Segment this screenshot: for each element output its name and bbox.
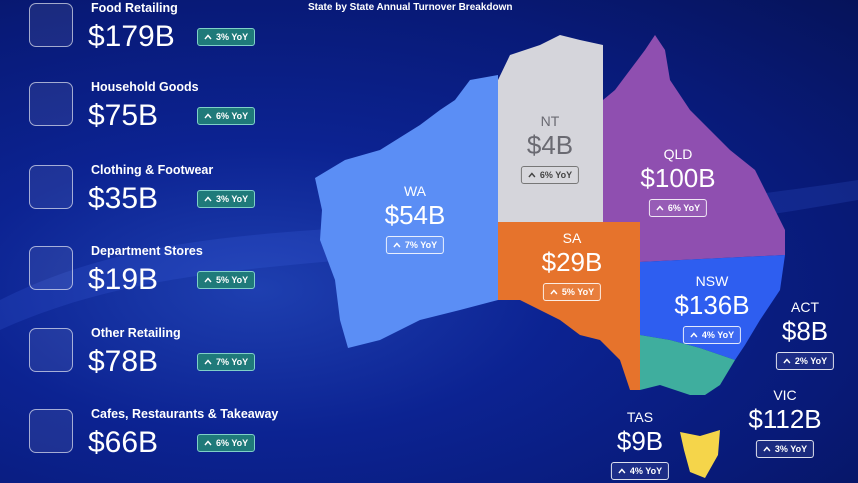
yoy-badge: 4% YoY — [610, 462, 670, 480]
state-value: $54B — [384, 200, 446, 230]
title: State by State Annual Turnover Breakdown — [308, 2, 513, 13]
yoy-badge: 5% YoY — [197, 271, 256, 289]
state-name: WA — [403, 183, 427, 199]
yoy-badge: 5% YoY — [542, 283, 602, 301]
state-vic — [640, 335, 735, 395]
yoy-badge: 3% YoY — [197, 190, 256, 208]
yoy-text: 3% YoY — [774, 444, 808, 454]
category-icon — [29, 3, 73, 47]
category-icon — [29, 246, 73, 290]
state-name: TAS — [626, 409, 654, 425]
yoy-text: 5% YoY — [561, 287, 595, 297]
state-wa — [315, 75, 498, 348]
state-value: $112B — [748, 404, 822, 434]
caret — [783, 358, 791, 364]
yoy-badge: 2% YoY — [775, 352, 835, 370]
category-icon — [29, 82, 73, 126]
yoy-text: 4% YoY — [629, 466, 663, 476]
yoy-text: 6% YoY — [539, 170, 573, 180]
category-icon — [29, 165, 73, 209]
state-value: $100B — [640, 163, 716, 193]
caret — [656, 205, 664, 211]
state-name: VIC — [773, 387, 797, 403]
yoy-text: 2% YoY — [794, 356, 828, 366]
category-icon — [29, 409, 73, 453]
caret — [528, 172, 536, 178]
state-name: SA — [562, 230, 582, 246]
category-value: $19B — [88, 263, 159, 296]
category-value: $35B — [88, 182, 159, 215]
caret — [618, 468, 626, 474]
yoy-text: 6% YoY — [216, 111, 249, 121]
yoy-text: 6% YoY — [216, 438, 249, 448]
state-tas — [680, 430, 720, 478]
state-value: $29B — [541, 247, 603, 277]
caret — [204, 440, 212, 446]
yoy-text: 3% YoY — [216, 194, 249, 204]
yoy-badge: 4% YoY — [682, 326, 742, 344]
state-sa — [498, 222, 640, 390]
caret — [550, 289, 558, 295]
category-value: $75B — [88, 99, 159, 132]
caret — [690, 332, 698, 338]
yoy-badge: 3% YoY — [197, 28, 256, 46]
state-qld — [603, 35, 785, 262]
state-value: $8B — [781, 316, 829, 346]
yoy-badge: 7% YoY — [197, 353, 256, 371]
category-value: $78B — [88, 345, 159, 378]
category-value: $66B — [88, 426, 159, 459]
state-name: ACT — [791, 299, 819, 315]
state-name: NT — [540, 113, 560, 129]
yoy-badge: 6% YoY — [648, 199, 708, 217]
category-icon — [29, 328, 73, 372]
category-name: Other Retailing — [91, 326, 181, 340]
caret — [204, 113, 212, 119]
yoy-text: 4% YoY — [701, 330, 735, 340]
yoy-text: 7% YoY — [216, 357, 249, 367]
yoy-text: 3% YoY — [216, 32, 249, 42]
category-name: Department Stores — [91, 244, 203, 258]
state-name: QLD — [663, 146, 693, 162]
caret — [204, 196, 212, 202]
yoy-badge: 6% YoY — [520, 166, 580, 184]
caret — [204, 34, 212, 40]
category-name: Food Retailing — [91, 1, 178, 15]
category-name: Cafes, Restaurants & Takeaway — [91, 407, 279, 421]
category-name: Household Goods — [91, 80, 199, 94]
caret — [204, 359, 212, 365]
caret — [393, 242, 401, 248]
yoy-badge: 7% YoY — [385, 236, 445, 254]
yoy-text: 7% YoY — [404, 240, 438, 250]
state-value: $136B — [674, 290, 750, 320]
caret — [763, 446, 771, 452]
caret — [204, 277, 212, 283]
state-nsw — [640, 255, 785, 360]
state-name: NSW — [695, 273, 729, 289]
state-value: $9B — [616, 426, 664, 456]
category-name: Clothing & Footwear — [91, 163, 214, 177]
yoy-badge: 3% YoY — [755, 440, 815, 458]
category-value: $179B — [88, 20, 175, 53]
yoy-badge: 6% YoY — [197, 434, 256, 452]
state-nt — [498, 35, 603, 222]
state-value: $4B — [526, 130, 574, 160]
yoy-text: 6% YoY — [667, 203, 701, 213]
yoy-text: 5% YoY — [216, 275, 249, 285]
yoy-badge: 6% YoY — [197, 107, 256, 125]
